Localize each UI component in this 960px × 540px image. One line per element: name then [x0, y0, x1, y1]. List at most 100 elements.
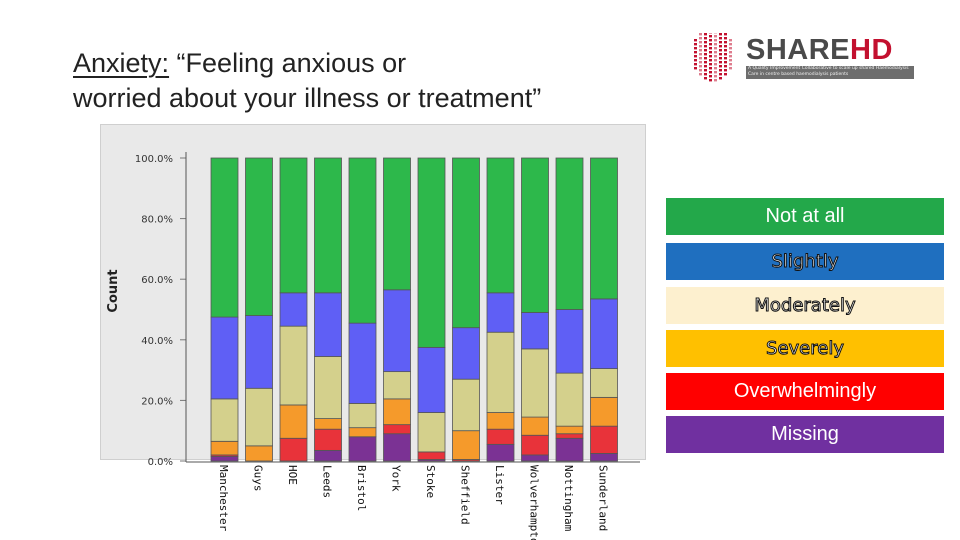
bar-stack	[590, 157, 618, 462]
legend-label: Slightly	[771, 251, 839, 273]
bar-segment	[486, 428, 515, 445]
title-rest: “Feeling anxious or	[169, 48, 407, 78]
bar-segment	[417, 157, 446, 348]
bar-segment	[590, 396, 618, 427]
x-tick-label: Stoke	[424, 465, 437, 498]
sharehd-logo: SHAREHD A Quality Improvement Collaborat…	[690, 33, 916, 83]
bar-segment	[486, 443, 515, 462]
x-tick-label: Bristol	[355, 465, 368, 511]
bar-segment	[555, 425, 584, 435]
bar-segment	[314, 449, 342, 462]
bar-segment	[279, 404, 308, 439]
legend-label: Severely	[766, 338, 845, 360]
logo-name: SHAREHD	[746, 35, 893, 65]
y-axis-title: Count	[106, 269, 121, 312]
bar-segment	[314, 292, 342, 357]
bar-segment	[590, 453, 618, 462]
legend-item: Not at all	[666, 198, 944, 235]
logo-name-hd: HD	[850, 34, 893, 66]
bar-segment	[486, 157, 515, 294]
bar-segment	[245, 157, 273, 316]
bar-segment	[417, 346, 446, 413]
bar-segment	[383, 371, 411, 400]
x-tick-label: Leeds	[321, 465, 334, 498]
bar-stack	[452, 157, 480, 462]
bar-stack	[279, 157, 308, 462]
bar-segment	[279, 325, 308, 406]
bar-segment	[383, 424, 411, 435]
bar-segment	[555, 437, 584, 462]
bar-segment	[314, 428, 342, 451]
bar-segment	[590, 425, 618, 454]
legend-item: Missing	[666, 416, 944, 453]
bar-segment	[521, 416, 549, 436]
bar-segment	[555, 157, 584, 310]
logo-tagline: A Quality Improvement Collaborative to s…	[746, 66, 914, 79]
bar-segment	[590, 368, 618, 398]
x-tick-label: Wolverhampton	[528, 465, 541, 540]
bar-segment	[348, 157, 377, 324]
x-tick-label: Nottingham	[562, 465, 575, 532]
bar-segment	[452, 378, 480, 432]
x-tick-label: Lister	[493, 465, 506, 505]
bar-segment	[590, 157, 618, 300]
legend-item: Overwhelmingly	[666, 373, 944, 410]
bar-segment	[452, 430, 480, 460]
bar-segment	[210, 456, 239, 462]
bar-segment	[383, 433, 411, 462]
bar-segment	[417, 451, 446, 460]
bar-segment	[210, 440, 239, 456]
bar-stack	[417, 157, 446, 462]
logo-name-share: SHARE	[746, 34, 851, 66]
bar-segment	[383, 398, 411, 426]
x-tick-label: Manchester	[217, 465, 230, 532]
bar-segment	[210, 157, 239, 318]
legend-label: Overwhelmingly	[733, 380, 877, 402]
bar-segment	[210, 316, 239, 400]
legend-label: Not at all	[765, 205, 845, 227]
title-label: Anxiety:	[73, 48, 170, 78]
bar-segment	[521, 434, 549, 456]
bar-segment	[521, 454, 549, 462]
bar-segment	[383, 157, 411, 291]
bar-segment	[348, 403, 377, 429]
bar-segment	[521, 157, 549, 313]
bar-segment	[314, 418, 342, 430]
bar-segment	[521, 348, 549, 418]
bar-stack	[555, 157, 584, 462]
bar-segment	[452, 157, 480, 329]
bar-segment	[348, 436, 377, 462]
bar-segment	[452, 327, 480, 380]
bar-stack	[348, 157, 377, 462]
bar-segment	[555, 372, 584, 427]
legend-label: Moderately	[754, 295, 856, 317]
slide-title: Anxiety: “Feeling anxious or worried abou…	[73, 46, 633, 116]
bar-segment	[314, 157, 342, 294]
bar-segment	[555, 309, 584, 374]
legend-item: Moderately	[666, 287, 944, 324]
bar-segment	[486, 331, 515, 413]
bar-segment	[279, 157, 308, 294]
legend-label: Missing	[771, 423, 839, 445]
bar-segment	[521, 312, 549, 350]
bar-stack	[521, 157, 549, 462]
title-line2: worried about your illness or treatment”	[73, 83, 542, 113]
x-tick-label: HOE	[286, 465, 299, 485]
bar-segment	[210, 398, 239, 442]
y-tick-label: 40.0%	[141, 336, 173, 347]
bar-stack	[314, 157, 342, 462]
y-gridlines: 0.0% 20.0% 40.0% 60.0% 80.0% 100.0%	[135, 154, 186, 468]
bar-segment	[590, 298, 618, 369]
y-tick-label: 0.0%	[148, 457, 173, 468]
bar-segment	[486, 412, 515, 430]
x-tick-label: Guys	[252, 465, 265, 492]
bar-segment	[348, 322, 377, 404]
x-tick-label: Sheffield	[459, 465, 472, 525]
y-tick-label: 20.0%	[141, 396, 173, 407]
bar-segment	[417, 412, 446, 453]
bar-stack	[383, 157, 411, 462]
bar-segment	[383, 289, 411, 373]
bar-segment	[245, 445, 273, 462]
bar-segment	[314, 356, 342, 419]
